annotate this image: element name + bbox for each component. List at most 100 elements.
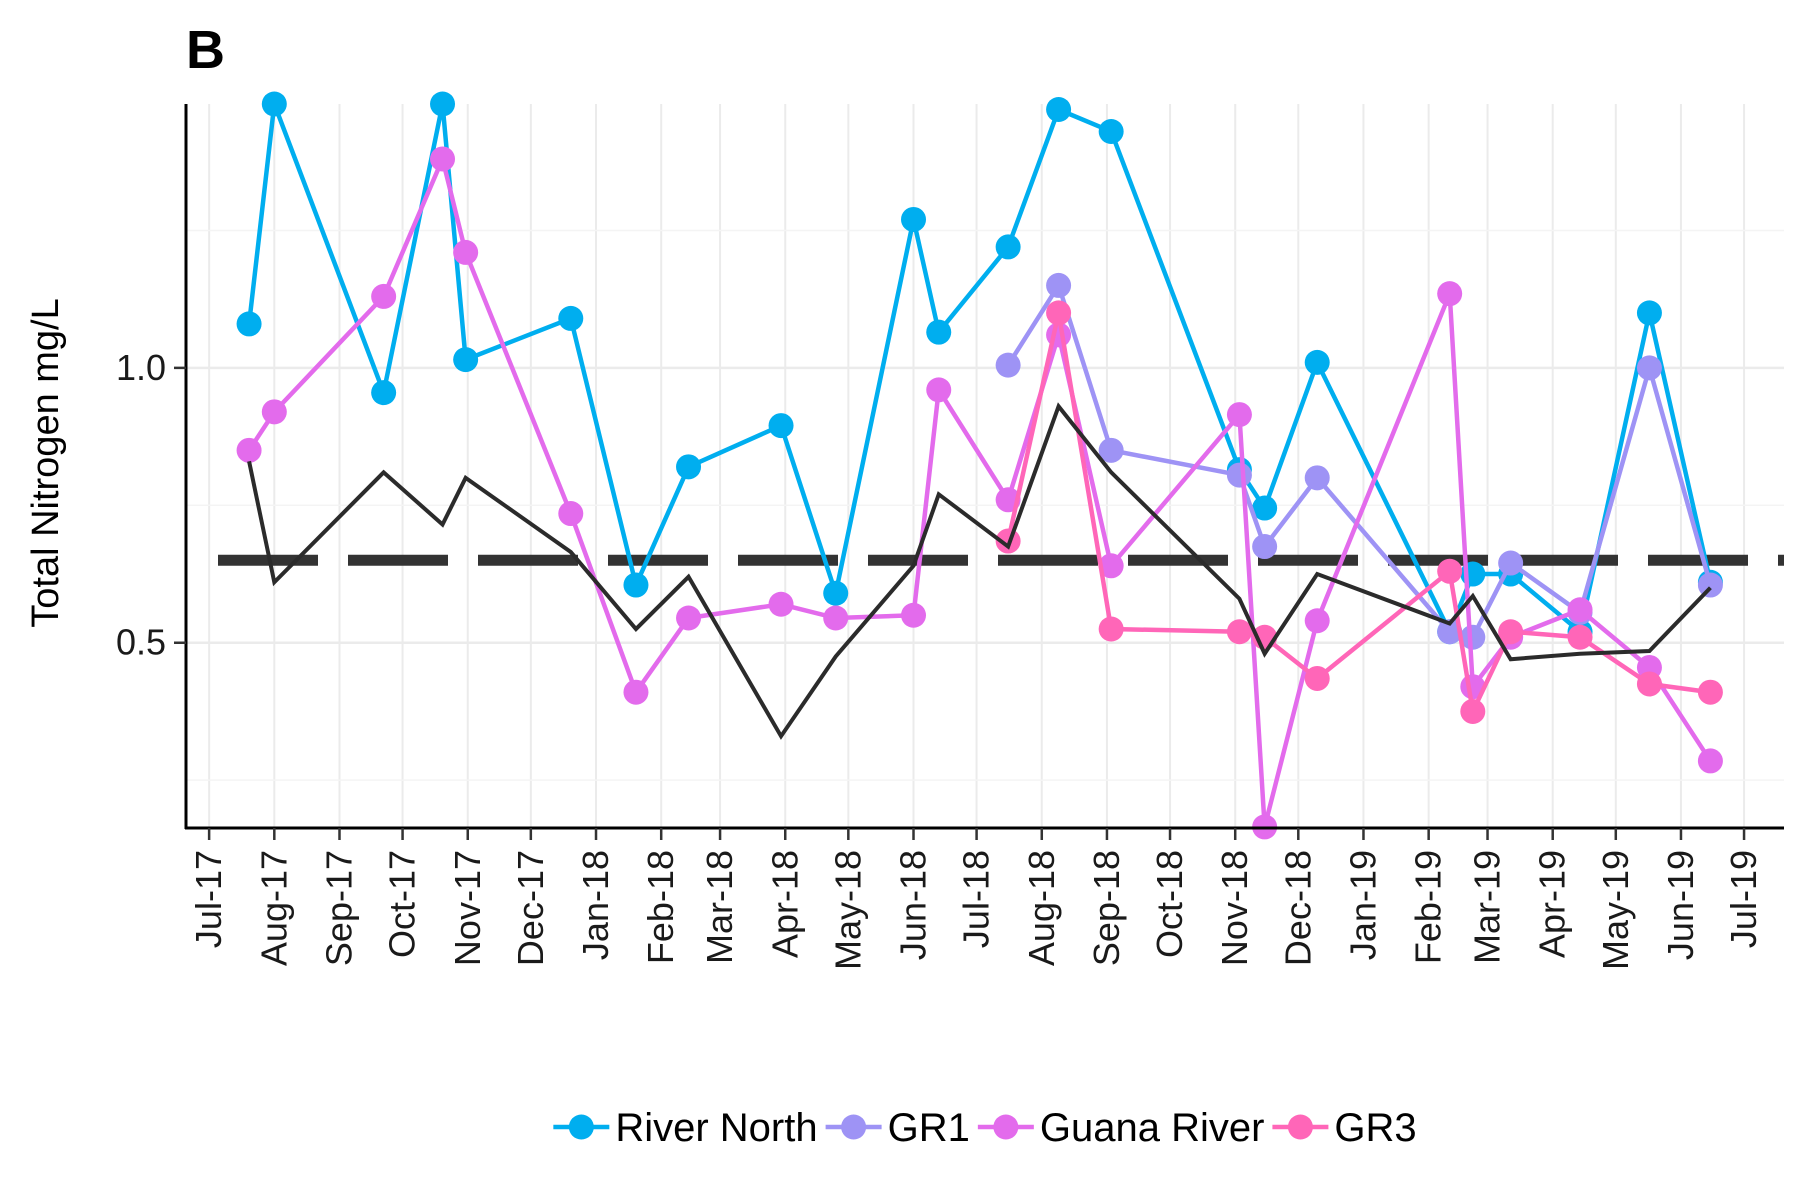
data-point-gr3-9 [1567,624,1593,650]
data-point-river-north-6 [623,572,649,598]
data-point-gr1-11 [1697,572,1723,598]
data-point-guana-river-21 [1567,597,1593,623]
x-tick-label-0: Jul-17 [188,850,229,948]
data-point-gr3-2 [1098,616,1124,642]
x-axis-ticks: Jul-17 Aug-17 Sep-17 Oct-17 Nov-17 Dec-17 Jan-… [188,828,1764,970]
x-tick-label-15: Oct-18 [1149,850,1190,958]
x-tick-label-3: Oct-17 [382,850,423,958]
legend-key-marker-river-north [568,1114,594,1140]
data-point-gr3-8 [1498,619,1524,645]
legend-label-gr1: GR1 [888,1106,970,1150]
x-tick-label-6: Jan-18 [575,850,616,960]
data-point-river-north-17 [1304,349,1330,375]
data-point-river-north-14 [1098,118,1124,144]
data-point-gr1-2 [1098,437,1124,463]
series-gr3 [995,300,1723,724]
data-point-gr3-10 [1636,671,1662,697]
x-tick-label-14: Sep-18 [1086,850,1127,966]
data-point-guana-river-11 [926,377,952,403]
axes [184,104,1784,830]
data-point-gr3-1 [1046,300,1072,326]
x-tick-label-16: Nov-18 [1214,850,1255,966]
legend: River North GR1 Guana River GR3 [553,1106,1417,1150]
x-tick-label-13: Aug-18 [1021,850,1062,966]
series-line-gr1 [1006,280,1713,640]
data-point-river-north-3 [430,91,456,117]
panel-label: B [186,20,225,80]
data-point-guana-river-18 [1437,281,1463,307]
data-point-guana-river-15 [1226,402,1252,428]
legend-key-marker-gr3 [1287,1114,1313,1140]
x-tick-label-24: Jul-19 [1723,850,1764,948]
x-tick-label-12: Jul-18 [956,850,997,948]
y-tick-label-1: 1.0 [116,347,166,388]
legend-label-guana-river: Guana River [1040,1106,1265,1150]
data-point-gr1-8 [1498,550,1524,576]
data-point-gr1-4 [1252,534,1278,560]
data-point-river-north-10 [901,206,927,232]
data-point-gr1-7 [1460,624,1486,650]
data-point-gr1-0 [995,352,1021,378]
data-point-guana-river-7 [676,605,702,631]
x-tick-label-19: Feb-19 [1408,850,1449,964]
legend-item-gr3: GR3 [1272,1106,1417,1150]
x-tick-label-9: Apr-18 [764,850,805,958]
legend-label-river-north: River North [615,1106,817,1150]
data-point-gr3-7 [1460,698,1486,724]
legend-item-gr1: GR1 [825,1106,970,1150]
series-river-north [236,91,1723,645]
data-point-gr3-11 [1697,679,1723,705]
data-point-gr3-5 [1304,665,1330,691]
x-tick-label-2: Sep-17 [318,850,359,966]
legend-item-river-north: River North [553,1106,818,1150]
data-point-guana-river-23 [1697,748,1723,774]
series-group [236,91,1723,840]
data-point-river-north-12 [995,234,1021,260]
data-point-guana-river-6 [623,679,649,705]
x-tick-label-4: Nov-17 [447,850,488,966]
x-tick-label-5: Dec-17 [510,850,551,966]
data-point-gr3-6 [1437,558,1463,584]
data-point-river-north-8 [768,413,794,439]
x-tick-label-7: Feb-18 [640,850,681,964]
x-tick-label-17: Dec-18 [1277,850,1318,966]
data-point-guana-river-5 [558,501,584,527]
x-tick-label-8: Mar-18 [699,850,740,964]
data-point-guana-river-14 [1098,553,1124,579]
legend-label-gr3: GR3 [1334,1106,1416,1150]
data-point-guana-river-4 [453,239,479,265]
x-tick-label-10: May-18 [827,850,868,970]
data-point-guana-river-1 [261,399,287,425]
x-tick-label-1: Aug-17 [253,850,294,966]
y-axis-ticks: 0.5 1.0 [116,347,186,663]
x-tick-label-20: Mar-19 [1467,850,1508,964]
data-point-gr3-3 [1226,619,1252,645]
data-point-guana-river-10 [901,602,927,628]
x-tick-label-18: Jan-19 [1342,850,1383,960]
series-mean [247,402,1712,740]
data-point-river-north-4 [453,347,479,373]
data-point-river-north-16 [1252,495,1278,521]
legend-item-guana-river: Guana River [977,1106,1265,1150]
data-point-river-north-11 [926,319,952,345]
data-point-gr1-3 [1226,462,1252,488]
data-point-river-north-0 [236,311,262,337]
x-tick-label-23: Jun-19 [1660,850,1701,960]
data-point-river-north-9 [823,580,849,606]
data-point-river-north-5 [558,305,584,331]
legend-key-marker-gr1 [841,1114,867,1140]
series-line-gr3 [1005,312,1711,719]
data-point-gr1-10 [1636,355,1662,381]
data-point-river-north-7 [676,454,702,480]
data-point-river-north-2 [371,380,397,406]
data-point-guana-river-17 [1304,608,1330,634]
x-tick-label-22: May-19 [1595,850,1636,970]
legend-key-marker-guana-river [993,1114,1019,1140]
y-axis-title: Total Nitrogen mg/L [25,298,67,628]
y-tick-label-0: 0.5 [116,622,166,663]
data-point-guana-river-3 [430,146,456,172]
series-line-mean [247,402,1712,740]
data-point-river-north-22 [1636,300,1662,326]
data-point-river-north-1 [261,91,287,117]
